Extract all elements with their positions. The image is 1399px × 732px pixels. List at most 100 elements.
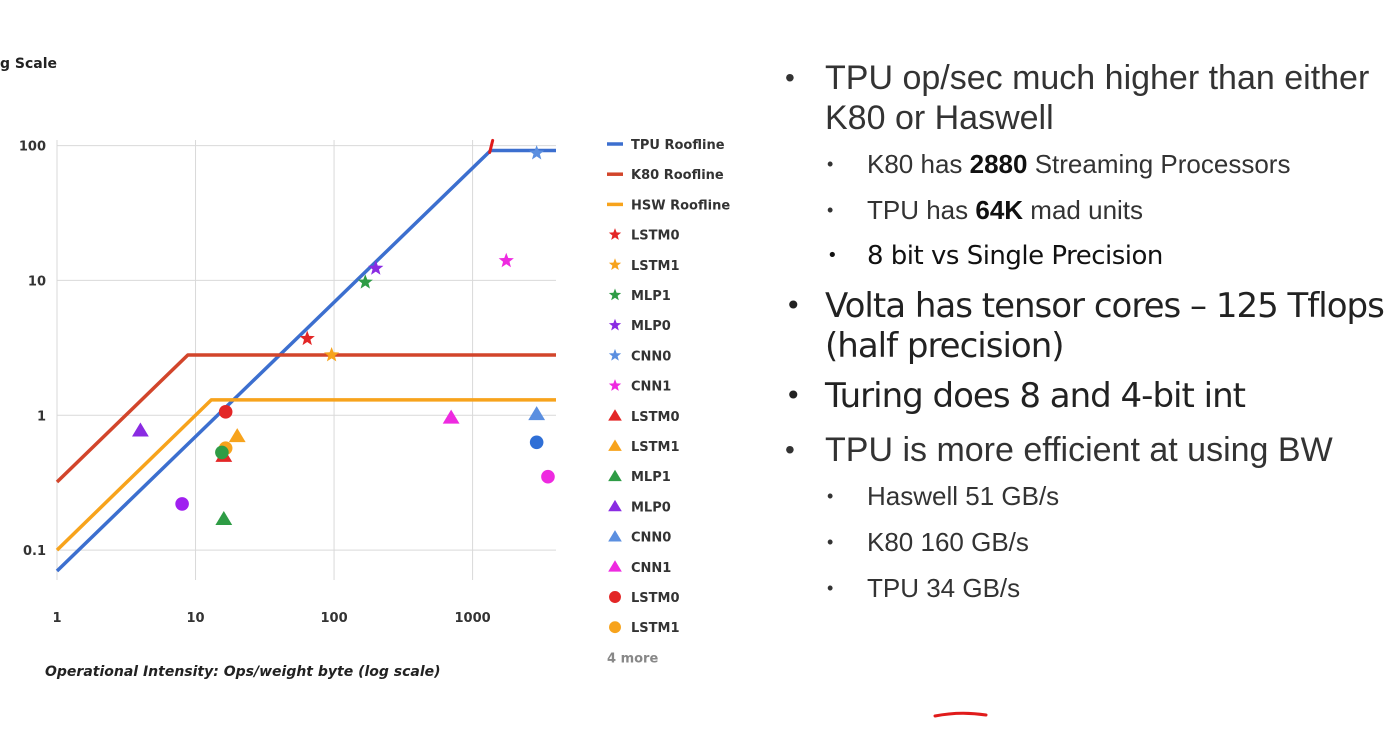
y-tick-label: 1: [37, 409, 46, 424]
sub-bullet-haswell-bw: • Haswell 51 GB/s: [785, 480, 1399, 512]
legend-swatch: [609, 591, 621, 603]
legend-swatch: [608, 348, 622, 361]
axis-ticks: 1 10 100 1000 0.1 1 10 100: [19, 140, 491, 626]
cnn1-circle-point: [541, 469, 555, 484]
sub-bullet-tpu-bw: • TPU 34 GB/s: [785, 572, 1399, 604]
legend-swatch: [608, 469, 622, 482]
bullet-list: • TPU op/sec much higher than either K80…: [785, 58, 1399, 618]
bullet-text: 8 bit vs Single Precision: [867, 241, 1163, 271]
bullet-dot: •: [827, 200, 834, 220]
cnn0-triangle-point: [528, 406, 546, 421]
legend-swatch: [608, 288, 622, 301]
bullet-text: Haswell 51 GB/s: [867, 481, 1060, 511]
legend-label: MLP0: [631, 500, 671, 515]
roofline-k80-roofline: [55, 353, 556, 484]
legend-more-link: 4 more: [607, 651, 658, 666]
sub-bullet-tpu: • TPU has 64K mad units: [785, 194, 1399, 226]
roofline-lines: [55, 138, 556, 573]
bullet-dot: •: [785, 379, 801, 412]
legend-label: LSTM1: [631, 621, 680, 636]
bullet-dot: •: [827, 578, 834, 598]
cnn1-triangle-point: [442, 409, 460, 424]
x-tick-label: 1: [52, 611, 61, 626]
lstm0-circle-point: [218, 405, 233, 419]
legend-label: CNN1: [631, 380, 671, 395]
mlp0-star-point: [368, 260, 384, 275]
mlp1-circle-point: [215, 445, 229, 460]
cnn0-circle-point: [529, 435, 544, 450]
bullet-text-pre: TPU has: [867, 195, 976, 225]
mlp1-triangle-point: [215, 511, 233, 526]
x-tick-label: 100: [320, 611, 347, 626]
legend-label: LSTM0: [631, 410, 680, 425]
bullet-text-pre: K80 has: [867, 149, 970, 179]
bullet-bandwidth: • TPU is more efficient at using BW: [785, 430, 1399, 470]
bullet-dot: •: [827, 245, 838, 266]
chart-grid: [56, 140, 556, 580]
y-tick-label: 0.1: [23, 544, 46, 559]
bullet-text: K80 160 GB/s: [867, 527, 1029, 557]
lstm1-triangle-point: [228, 428, 246, 443]
legend-swatch: [608, 409, 622, 421]
mlp0-triangle-point: [132, 422, 149, 437]
legend-label: LSTM0: [631, 229, 680, 244]
data-points: [132, 145, 555, 526]
legend-swatch: [608, 560, 622, 572]
x-tick-label: 10: [186, 611, 204, 626]
bullet-text-post: Streaming Processors: [1027, 149, 1291, 179]
legend-label: CNN0: [631, 531, 671, 546]
legend-label: LSTM1: [631, 259, 680, 274]
legend-label: MLP0: [631, 319, 671, 334]
bullet-text-bold: 64K: [975, 195, 1024, 225]
y-tick-label: 100: [19, 140, 46, 155]
bullet-text: TPU op/sec much higher than either K80 o…: [825, 59, 1370, 137]
legend-swatch: [608, 258, 622, 271]
x-tick-label: 1000: [455, 611, 491, 626]
legend-swatch: [608, 318, 622, 331]
legend-swatch: [608, 499, 622, 512]
pen-annotation-tick: [488, 138, 495, 154]
lstm0-star-point: [299, 330, 315, 346]
legend-label: CNN1: [631, 561, 671, 576]
bullet-dot: •: [785, 434, 795, 465]
bullet-dot: •: [827, 154, 834, 174]
legend-swatch: [608, 439, 622, 451]
legend-label: LSTM0: [631, 591, 680, 606]
bullet-dot: •: [827, 532, 834, 552]
legend-label: MLP1: [631, 470, 671, 485]
cnn1-star-point: [498, 252, 514, 268]
cnn0-star-point: [529, 145, 545, 160]
bullet-text: Turing does 8 and 4-bit int: [825, 376, 1246, 416]
bullet-turing: • Turing does 8 and 4-bit int: [785, 376, 1399, 416]
bullet-dot: •: [785, 62, 795, 93]
bullet-text: TPU 34 GB/s: [867, 573, 1021, 603]
legend-label: MLP1: [631, 289, 671, 304]
legend-label: CNN0: [631, 349, 671, 364]
legend-swatch: [608, 228, 622, 240]
sub-bullet-precision: • 8 bit vs Single Precision: [785, 240, 1399, 272]
bullet-volta: • Volta has tensor cores – 125 Tflops (h…: [785, 286, 1399, 366]
sub-bullet-k80: • K80 has 2880 Streaming Processors: [785, 148, 1399, 180]
bullet-text: Volta has tensor cores – 125 Tflops (hal…: [825, 286, 1385, 366]
roofline-tpu-roofline: [55, 148, 556, 573]
chart-legend: TPU Roofline K80 Roofline HSW Roofline LSTM…: [607, 138, 730, 666]
y-tick-label: 10: [28, 274, 46, 289]
roofline-chart: 1 10 100 1000 0.1 1 10 100 TPU Roofline K80 Roof…: [19, 138, 730, 680]
legend-swatch: [608, 530, 622, 542]
legend-label: HSW Roofline: [631, 198, 730, 213]
bullet-dot: •: [827, 486, 834, 506]
mlp0-circle-point: [175, 497, 189, 511]
bullet-text: TPU is more efficient at using BW: [825, 431, 1333, 469]
bullet-tpu-ops: • TPU op/sec much higher than either K80…: [785, 58, 1399, 138]
chart-title: g Scale: [0, 56, 58, 72]
lstm1-star-point: [324, 346, 340, 362]
legend-swatch: [609, 621, 621, 634]
roofline-hsw-roofline: [55, 398, 556, 552]
sub-bullet-k80-bw: • K80 160 GB/s: [785, 526, 1399, 558]
mlp1-star-point: [357, 274, 373, 289]
legend-swatch: [608, 379, 622, 391]
legend-label: TPU Roofline: [631, 138, 725, 153]
pen-annotation-mark: [933, 711, 988, 718]
bullet-text-post: mad units: [1023, 195, 1144, 225]
bullet-dot: •: [785, 289, 801, 322]
